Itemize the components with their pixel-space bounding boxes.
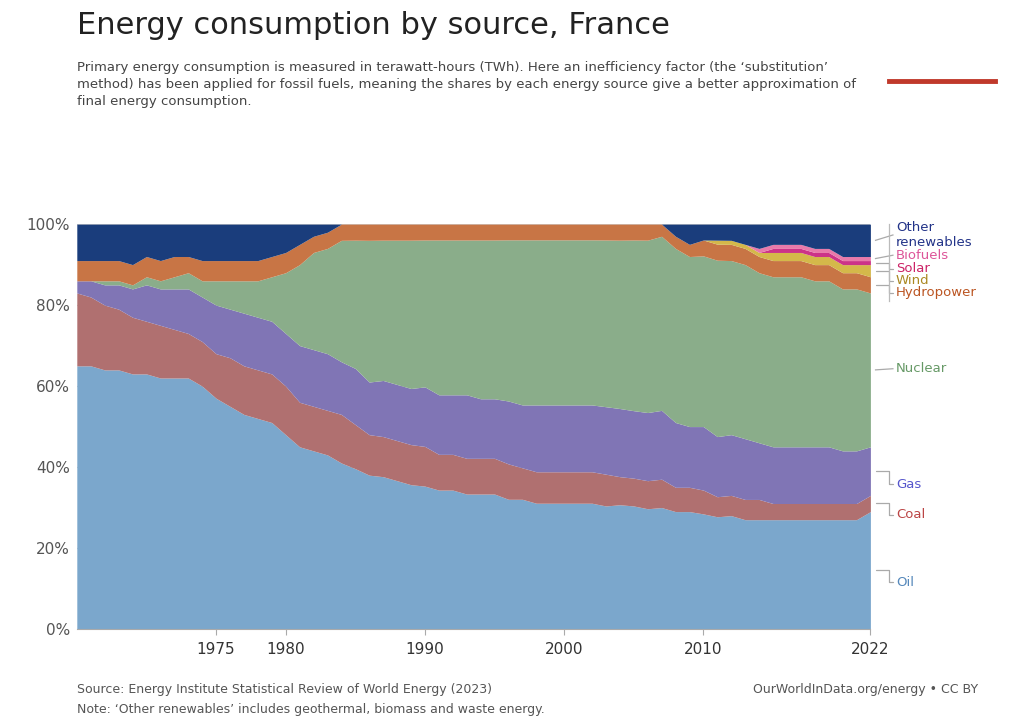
Text: Primary energy consumption is measured in terawatt-hours (TWh). Here an ineffici: Primary energy consumption is measured i…: [77, 61, 856, 108]
Text: Oil: Oil: [896, 576, 914, 589]
Text: Hydropower: Hydropower: [896, 286, 977, 299]
Text: Source: Energy Institute Statistical Review of World Energy (2023): Source: Energy Institute Statistical Rev…: [77, 683, 492, 696]
Text: Wind: Wind: [896, 274, 930, 287]
Text: Coal: Coal: [896, 508, 926, 521]
Text: Our World: Our World: [903, 35, 980, 48]
Text: Energy consumption by source, France: Energy consumption by source, France: [77, 11, 670, 40]
Text: Solar: Solar: [896, 262, 930, 275]
Text: Note: ‘Other renewables’ includes geothermal, biomass and waste energy.: Note: ‘Other renewables’ includes geothe…: [77, 703, 545, 716]
Text: OurWorldInData.org/energy • CC BY: OurWorldInData.org/energy • CC BY: [753, 683, 978, 696]
Text: Nuclear: Nuclear: [896, 362, 947, 375]
Text: in Data: in Data: [914, 54, 969, 67]
Text: Biofuels: Biofuels: [896, 249, 949, 262]
Text: Other
renewables: Other renewables: [896, 221, 973, 249]
Text: Gas: Gas: [896, 478, 922, 491]
